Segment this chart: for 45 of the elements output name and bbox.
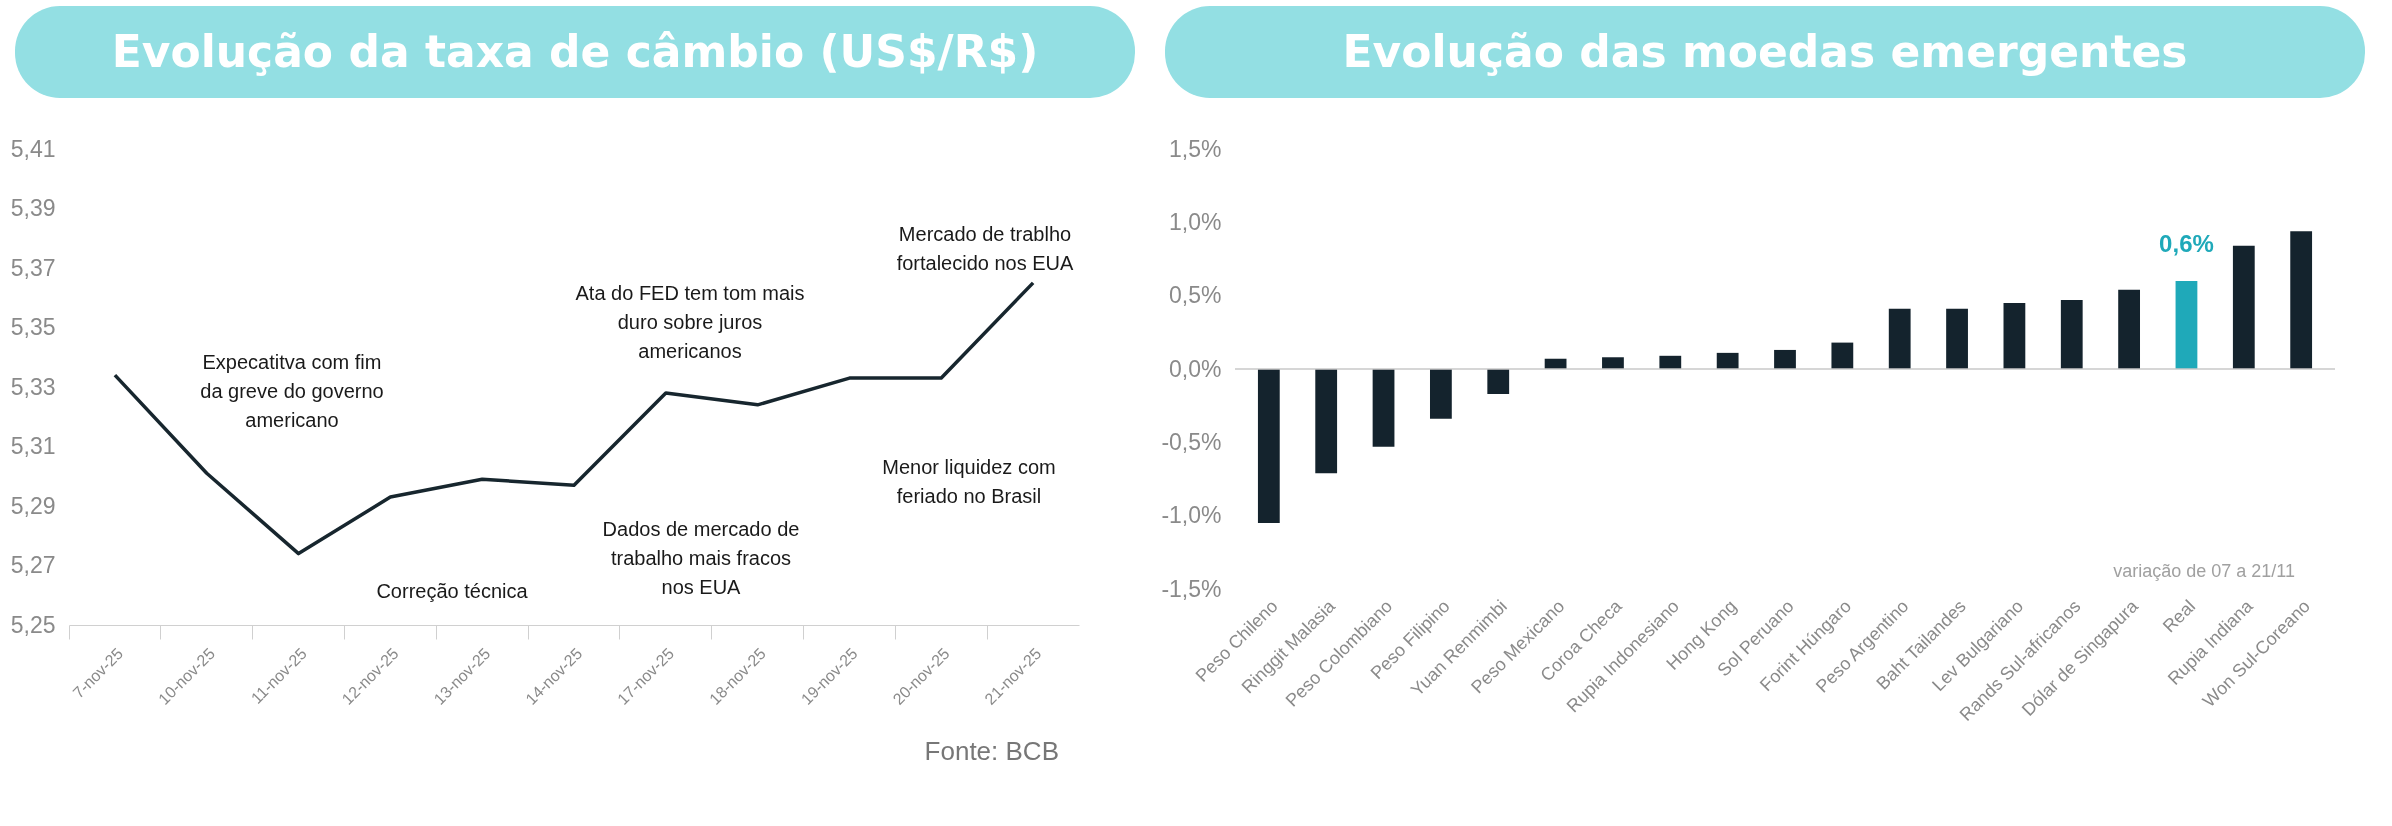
y-tick-label: 5,35 <box>10 314 56 340</box>
bar <box>1774 349 1796 369</box>
y-tick-label: 5,33 <box>10 373 56 400</box>
y-tick-label: 5,39 <box>10 195 56 221</box>
bar <box>1487 369 1510 394</box>
bar <box>1429 369 1452 419</box>
annotation: Correção técnica <box>376 580 529 602</box>
bar <box>1716 352 1739 369</box>
bar <box>2232 245 2255 369</box>
bar <box>2290 231 2313 369</box>
y-tick-label: 1,5% <box>1169 135 1222 162</box>
y-tick-label: 0,0% <box>1169 355 1222 382</box>
y-tick-label: 0,5% <box>1169 282 1222 309</box>
y-tick-label: -0,5% <box>1161 428 1222 455</box>
bar <box>1659 355 1682 369</box>
y-tick-label: 5,25 <box>10 611 56 638</box>
annotation: Expecatitva com fim da greve do governo americano <box>200 351 384 431</box>
y-tick-label: 1,0% <box>1169 208 1222 235</box>
y-tick-label: 5,29 <box>10 492 56 519</box>
annotation: Menor liquidez com feriado no Brasil <box>882 456 1056 507</box>
y-tick-label: 5,31 <box>10 433 56 459</box>
chart-title: Evolução da taxa de câmbio (US$/R$) <box>15 6 1135 98</box>
y-tick-label: 5,41 <box>10 135 56 162</box>
bar <box>1257 369 1280 523</box>
chart-title: Evolução das moedas emergentes <box>1165 6 2365 98</box>
annotation: Dados de mercado de trabalho mais fracos nos EUA <box>602 518 800 598</box>
y-tick-label: -1,5% <box>1161 575 1222 602</box>
source-note: Fonte: BCB <box>924 736 1059 766</box>
bar <box>2118 289 2141 369</box>
bar <box>1831 342 1854 369</box>
bar <box>2060 300 2083 369</box>
y-tick-label: 5,37 <box>10 254 56 281</box>
bar <box>1946 308 1968 369</box>
bar <box>1888 308 1911 369</box>
bar <box>1372 369 1395 447</box>
y-tick-label: 5,27 <box>10 552 56 578</box>
annotation: Mercado de trablho fortalecido nos EUA <box>896 223 1075 274</box>
bar <box>1315 369 1338 474</box>
y-tick-label: -1,0% <box>1161 502 1222 529</box>
bar <box>2003 303 2026 369</box>
annotation: Ata do FED tem tom mais duro sobre juros americanos <box>575 282 805 362</box>
bar <box>2175 281 2198 369</box>
bar <box>1602 357 1624 369</box>
data-label: 0,6% <box>2159 230 2214 257</box>
annotation: variação de 07 a 21/11 <box>2113 561 2295 581</box>
